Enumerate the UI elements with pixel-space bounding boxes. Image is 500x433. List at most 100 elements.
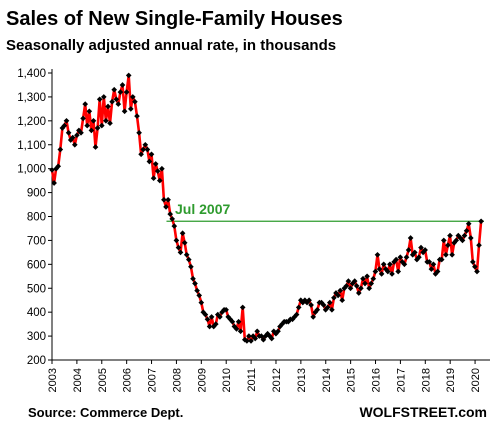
y-tick-label: 1,300 — [17, 92, 46, 104]
data-point — [84, 122, 91, 129]
data-point — [98, 122, 105, 129]
data-point — [368, 280, 375, 287]
data-point — [364, 273, 370, 280]
data-point — [229, 318, 236, 325]
data-point — [173, 237, 180, 244]
data-point — [411, 249, 418, 256]
y-tick-label: 800 — [27, 212, 46, 224]
data-point — [275, 328, 281, 335]
data-point — [204, 316, 211, 323]
data-point — [337, 287, 344, 294]
x-tick-label: 2016 — [371, 368, 383, 392]
data-point — [345, 278, 352, 284]
x-tick-label: 2008 — [171, 368, 183, 392]
data-point — [121, 108, 128, 115]
data-point — [136, 129, 142, 136]
data-point — [295, 304, 302, 311]
x-tick-label: 2009 — [196, 368, 208, 392]
data-point — [353, 283, 360, 289]
data-point — [248, 338, 254, 344]
data-point — [461, 232, 468, 239]
data-point — [150, 175, 157, 182]
data-point — [57, 146, 64, 153]
x-tick-label: 2011 — [246, 368, 258, 392]
annotation-label: Jul 2007 — [175, 201, 230, 217]
data-point — [206, 323, 213, 330]
x-tick-label: 2019 — [445, 368, 457, 392]
data-point — [235, 318, 242, 325]
data-point — [403, 254, 410, 261]
chart-subtitle: Seasonally adjusted annual rate, in thou… — [6, 37, 336, 54]
data-point — [188, 263, 194, 270]
data-point — [74, 132, 80, 139]
y-tick-label: 900 — [27, 188, 46, 200]
y-tick-label: 1,200 — [17, 116, 46, 128]
data-point — [260, 336, 267, 343]
data-point — [192, 280, 198, 287]
x-tick-label: 2017 — [395, 368, 407, 392]
data-point — [103, 117, 109, 124]
x-tick-label: 2014 — [321, 368, 333, 392]
data-point — [185, 256, 192, 263]
data-point — [465, 220, 472, 227]
data-point — [310, 314, 317, 320]
y-tick-label: 600 — [27, 259, 46, 271]
data-point — [370, 275, 377, 282]
data-point — [343, 283, 350, 289]
data-point — [467, 235, 474, 241]
data-point — [148, 151, 155, 158]
data-point — [422, 247, 428, 253]
data-point — [401, 261, 408, 268]
data-point — [440, 237, 447, 244]
data-point — [378, 271, 385, 277]
y-tick-label: 1,100 — [17, 140, 46, 152]
data-point — [443, 251, 449, 258]
data-point — [198, 299, 205, 306]
data-point — [152, 161, 159, 167]
data-point — [212, 321, 219, 327]
data-point — [144, 146, 151, 153]
x-tick-label: 2006 — [122, 368, 134, 392]
data-point — [362, 280, 368, 287]
data-point — [169, 216, 176, 222]
data-point — [127, 106, 134, 112]
data-point — [326, 299, 333, 306]
data-point — [105, 103, 111, 110]
data-point — [380, 261, 387, 268]
data-point — [320, 302, 327, 308]
data-point — [438, 256, 445, 263]
data-point — [49, 167, 55, 173]
data-point — [459, 237, 466, 244]
data-point — [360, 275, 366, 282]
data-point — [125, 72, 132, 79]
data-point — [82, 101, 89, 107]
data-point — [146, 158, 153, 165]
data-point — [165, 196, 171, 203]
data-point — [335, 292, 341, 299]
chart-title: Sales of New Single-Family Houses — [6, 8, 343, 30]
x-tick-label: 2013 — [296, 368, 308, 392]
data-point — [90, 117, 97, 124]
data-point — [339, 297, 346, 304]
data-point — [154, 168, 161, 174]
brand-label: WOLFSTREET.com — [359, 404, 487, 420]
data-point — [331, 294, 337, 301]
data-point — [96, 96, 103, 103]
data-point — [175, 244, 182, 251]
data-point — [252, 335, 259, 342]
data-point — [177, 249, 184, 256]
data-point — [268, 335, 275, 342]
data-point — [181, 239, 188, 246]
data-point — [376, 266, 383, 272]
data-point — [237, 328, 244, 335]
data-point — [355, 290, 362, 296]
data-point — [183, 251, 190, 258]
data-point — [416, 254, 422, 261]
data-point — [453, 237, 460, 244]
data-point — [208, 314, 215, 320]
data-point — [163, 204, 169, 210]
data-point — [65, 129, 72, 136]
data-point — [194, 287, 200, 294]
data-point — [372, 268, 379, 275]
